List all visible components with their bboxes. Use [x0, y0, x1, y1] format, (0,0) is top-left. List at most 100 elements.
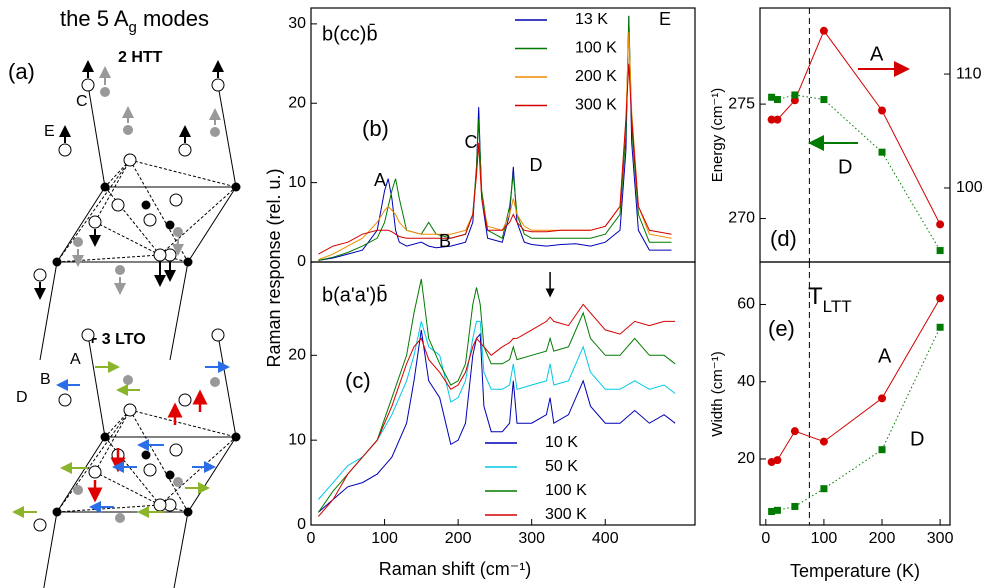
- panel-label: (e): [768, 316, 795, 341]
- data-point: [791, 502, 799, 510]
- lto-arrows: [12, 361, 230, 523]
- x-tick-label: 100: [811, 530, 838, 547]
- x-tick-label: 0: [307, 530, 316, 547]
- title-subscript: g: [129, 19, 137, 36]
- data-point: [820, 96, 828, 104]
- series-annotation: D: [910, 428, 924, 450]
- legend-label: 300 K: [575, 97, 617, 114]
- data-point: [820, 485, 828, 493]
- mode-label: C: [76, 93, 88, 110]
- structure-label: 2 HTT: [118, 49, 163, 66]
- lattice-top: [33, 78, 241, 361]
- panel: 20 40 60 0 100 200 300 TLTT (e) Width (cm⁻¹) Tempe…: [709, 261, 954, 581]
- y-tick-label: 60: [737, 296, 755, 313]
- data-point: [773, 506, 781, 514]
- y-tick-label: 10: [288, 174, 306, 191]
- data-point: [878, 106, 887, 115]
- panel-title: b(a'a')b̄: [322, 283, 387, 306]
- structure-label: + 3 LTO: [88, 331, 146, 348]
- legend-label: 100 K: [545, 482, 587, 499]
- y-axis-label: Raman response (rel. u.): [264, 168, 284, 367]
- series-line: [318, 329, 676, 513]
- panel: 0 10 20 30 13 K 100 K 200 K 300 K b(cc)b̄ (b) Rama…: [264, 7, 696, 368]
- series-line: [318, 31, 672, 261]
- mode-label: D: [16, 389, 28, 406]
- series-annotation: A: [870, 43, 884, 65]
- panel-title: b(cc)b̄: [322, 22, 378, 45]
- data-point: [790, 427, 799, 436]
- mode-label: A: [70, 351, 81, 368]
- data-point: [936, 247, 944, 255]
- panel-label: (d): [770, 226, 797, 251]
- series-line: [317, 278, 676, 513]
- y-tick-label: 20: [288, 347, 306, 364]
- data-point: [878, 394, 887, 403]
- panel: 270 275 100 110 (d) Energy (cm⁻¹) A D: [709, 7, 983, 263]
- peak-label: C: [465, 132, 478, 152]
- data-point: [936, 294, 945, 303]
- panel-label: (a): [8, 59, 35, 84]
- diagram-title: the 5 Ag modes: [60, 6, 209, 36]
- x-tick-label: 300: [927, 530, 954, 547]
- x-axis-label: Raman shift (cm⁻¹): [379, 559, 532, 579]
- mode-label: B: [40, 371, 51, 388]
- y-tick-label: 0: [297, 253, 306, 270]
- data-point: [773, 115, 782, 124]
- data-point: [767, 115, 776, 124]
- data-point: [936, 220, 945, 229]
- legend-label: 13 K: [575, 11, 608, 28]
- y2-tick-label: 110: [956, 65, 982, 82]
- legend-label: 50 K: [545, 458, 578, 475]
- series-line: [318, 63, 672, 255]
- y-tick-label: 30: [288, 15, 306, 32]
- legend-label: 300 K: [545, 506, 587, 523]
- crystal-diagram: the 5 Ag modes (a) 2 HTT C E + 3 LTO A B…: [8, 6, 241, 588]
- y-axis-label: Energy (cm⁻¹): [709, 88, 726, 183]
- legend-label: 10 K: [545, 434, 578, 451]
- y-tick-label: 275: [728, 95, 755, 112]
- y-axis-label: Width (cm⁻¹): [709, 351, 726, 436]
- data-point: [773, 456, 782, 465]
- data-point: [768, 507, 776, 515]
- peak-label: A: [374, 170, 386, 190]
- data-point: [773, 96, 781, 104]
- transition-label-main: T: [808, 283, 823, 310]
- series-annotation: A: [878, 345, 892, 367]
- peak-label: E: [659, 9, 671, 29]
- transition-label: TLTT: [808, 283, 852, 316]
- data-point: [878, 446, 886, 454]
- data-point: [819, 26, 828, 35]
- panel-label: (c): [345, 368, 371, 393]
- series-line: [771, 29, 941, 225]
- plot-frame: [759, 261, 951, 526]
- series-line: [771, 327, 941, 512]
- data-point: [878, 148, 886, 156]
- series-annotation: D: [838, 156, 852, 178]
- y-tick-label: 20: [288, 94, 306, 111]
- mode-label: E: [44, 123, 55, 140]
- data-point: [819, 437, 828, 446]
- y-tick-label: 20: [737, 450, 755, 467]
- x-axis-label: Temperature (K): [790, 561, 920, 581]
- plot-frame: [310, 261, 696, 526]
- legend-label: 200 K: [575, 68, 617, 85]
- transition-label-sub: LTT: [823, 297, 852, 316]
- x-tick-label: 0: [761, 530, 770, 547]
- series-line: [318, 303, 676, 517]
- panel-label: (b): [362, 116, 389, 141]
- x-tick-label: 200: [445, 530, 472, 547]
- y-tick-label: 40: [737, 373, 755, 390]
- x-tick-label: 400: [592, 530, 619, 547]
- data-point: [791, 91, 799, 99]
- data-point: [768, 93, 776, 101]
- x-tick-label: 200: [869, 530, 896, 547]
- peak-label: B: [439, 231, 451, 251]
- y-tick-label: 270: [728, 210, 755, 227]
- x-tick-label: 300: [518, 530, 545, 547]
- plot-frame: [759, 7, 951, 263]
- title-part: the 5 A: [60, 6, 129, 31]
- series-line: [318, 320, 676, 500]
- y2-tick-label: 100: [956, 179, 983, 196]
- x-tick-label: 100: [371, 530, 398, 547]
